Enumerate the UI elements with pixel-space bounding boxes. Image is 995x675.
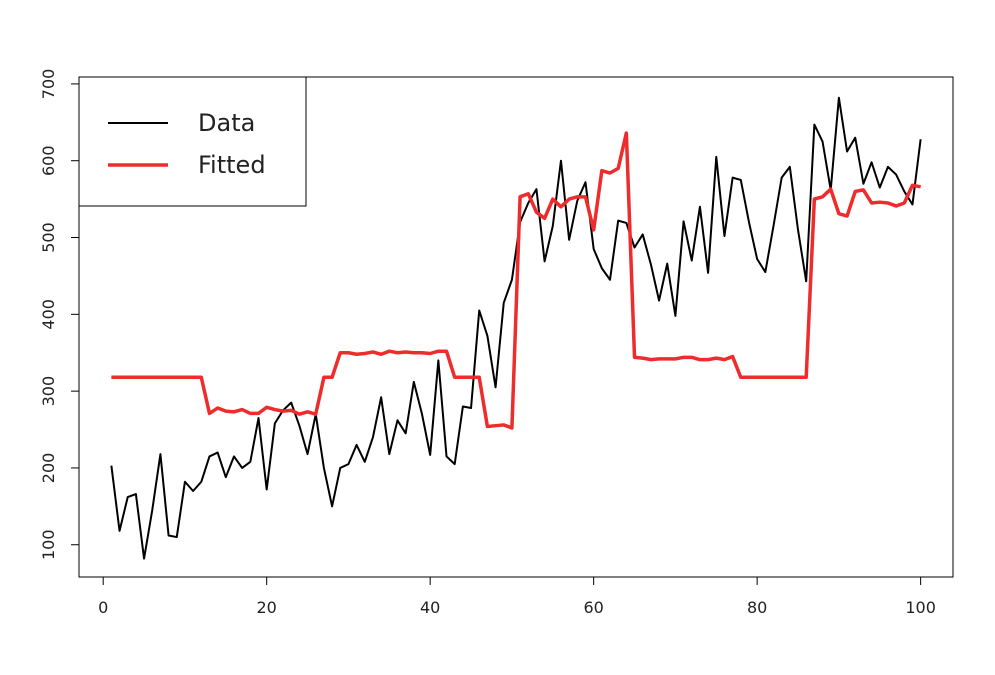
y-tick-label: 300 <box>39 376 58 407</box>
x-tick-label: 40 <box>420 598 440 617</box>
y-tick-label: 700 <box>39 69 58 100</box>
y-tick-label: 200 <box>39 453 58 484</box>
y-tick-label: 500 <box>39 222 58 253</box>
series-line <box>111 131 921 430</box>
legend-label: Fitted <box>198 151 266 179</box>
series-line <box>110 96 922 560</box>
x-tick-label: 100 <box>905 598 936 617</box>
legend-box <box>78 76 307 207</box>
y-tick-label: 600 <box>39 145 58 176</box>
legend-label: Data <box>198 109 255 137</box>
x-tick-label: 20 <box>257 598 277 617</box>
x-tick-label: 0 <box>98 598 108 617</box>
x-tick-label: 60 <box>583 598 603 617</box>
y-tick-label: 400 <box>39 299 58 330</box>
y-tick-label: 100 <box>39 529 58 560</box>
x-tick-label: 80 <box>747 598 767 617</box>
